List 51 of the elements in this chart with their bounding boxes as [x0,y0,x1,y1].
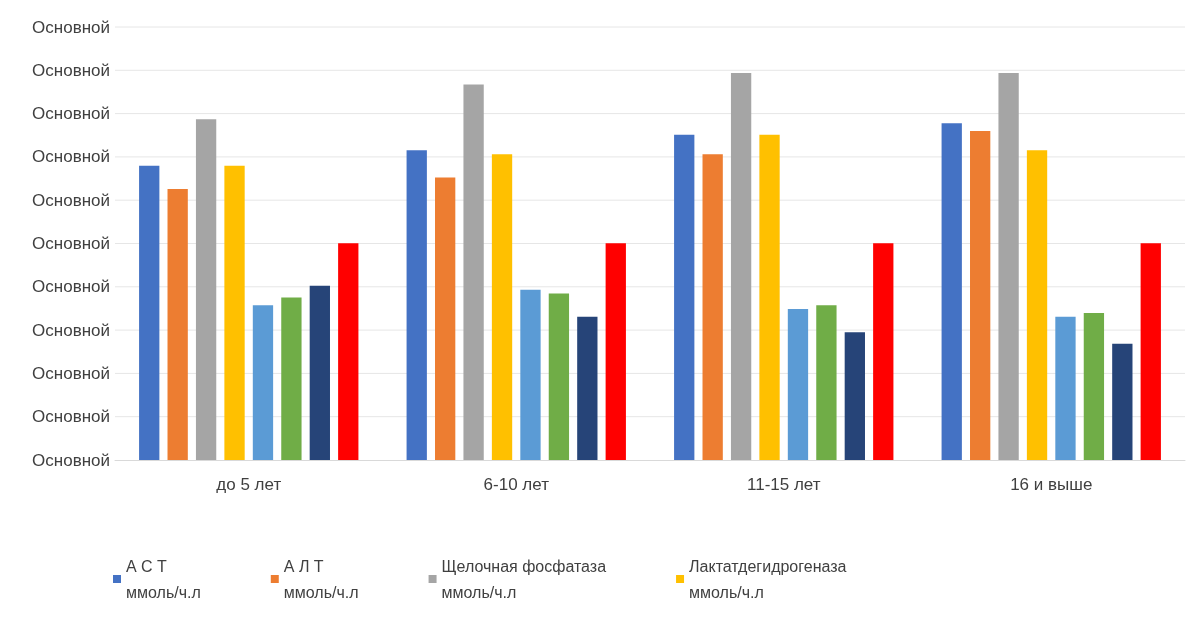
bar [406,150,427,460]
bar [1140,243,1161,460]
bar [605,243,626,460]
text: Основной [32,234,110,253]
text: Основной [32,104,110,124]
x-tick-label: 11-15 лет [746,475,821,494]
bar [941,123,962,460]
bar [970,130,991,460]
text: Основной [32,60,110,80]
bar [873,243,894,460]
bar [338,243,359,460]
bar [463,84,484,460]
legend-label: А Л Т ммоль/ч.л [283,557,359,601]
bar [1112,343,1133,460]
bar [281,297,302,460]
text: Основной [32,190,110,210]
x-tick-label: до 5 лет [216,475,282,494]
text: Основной [32,363,110,383]
bar [674,134,695,460]
bar [491,154,513,460]
legend-label: Лактатдегидрогеназа ммоль/ч.л [689,557,847,601]
bar [759,134,780,460]
bar [1026,150,1048,460]
legend-label: Щелочная фосфатаза ммоль/ч.л [441,557,607,601]
bar [844,332,865,460]
bar [702,154,723,460]
bar [139,165,160,460]
text: Основной [32,450,110,470]
bar [167,189,188,460]
bar [548,293,570,460]
bar [577,316,598,460]
text: Основной [32,277,110,297]
bar [1055,316,1076,460]
bar [1083,312,1105,460]
bar [730,72,752,460]
bar [787,309,809,460]
x-tick-label: 16 и выше [1010,475,1093,494]
bar [435,177,456,460]
bar [816,305,837,460]
bar [998,72,1019,460]
bar [309,285,330,460]
text: Основной [32,320,110,340]
legend-label: А С Т ммоль/ч.л [126,557,201,601]
text: Основной [32,17,110,37]
text: Основной [32,147,110,167]
bar [520,289,541,460]
x-tick-label: 6-10 лет [483,475,550,494]
text: Основной [32,407,110,427]
bar [195,119,217,460]
bar [224,165,245,460]
bar [252,305,274,460]
